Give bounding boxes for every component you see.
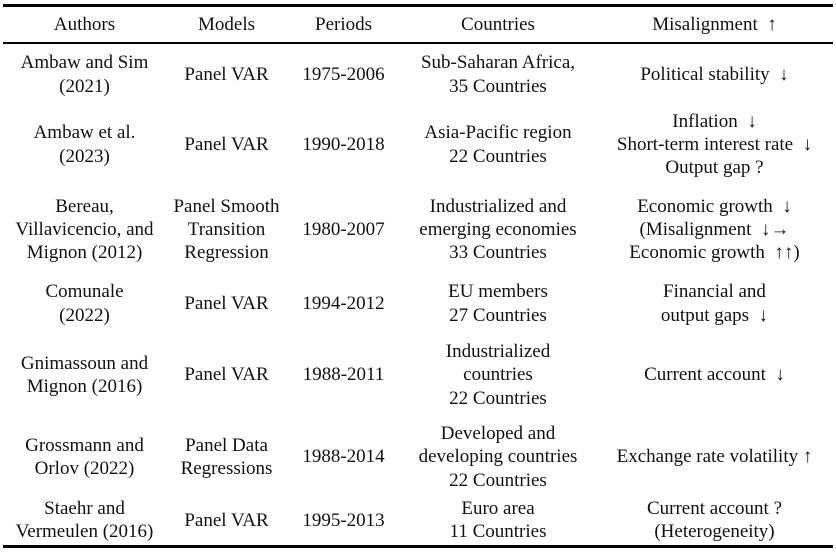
cell-countries: Euro area 11 Countries — [449, 498, 547, 543]
col-header-periods: Periods — [287, 5, 400, 44]
cell-authors: Bereau, Villavicencio, and Mignon (2012) — [15, 195, 154, 264]
literature-review-table: Authors Models Periods Countries Misalig… — [3, 4, 833, 548]
cell-models: Panel Data Regressions — [180, 434, 273, 479]
cell-authors: Gnimassoun and Mignon (2016) — [20, 352, 149, 397]
cell-misalignment: Financial and output gaps ↓ — [660, 281, 769, 326]
cell-authors: Ambaw and Sim (2021) — [20, 52, 149, 97]
cell-models: Panel VAR — [184, 509, 269, 531]
cell-periods: 1980-2007 — [302, 218, 385, 240]
cell-periods: 1975-2006 — [302, 63, 385, 85]
cell-authors: Staehr and Vermeulen (2016) — [15, 498, 154, 543]
cell-models: Panel VAR — [184, 364, 269, 386]
cell-periods: 1988-2014 — [302, 446, 385, 468]
cell-periods: 1988-2011 — [302, 364, 385, 386]
header-row: Authors Models Periods Countries Misalig… — [3, 5, 833, 44]
cell-authors: Comunale (2022) — [45, 281, 124, 326]
col-header-countries: Countries — [400, 5, 596, 44]
cell-models: Panel VAR — [184, 292, 269, 314]
cell-countries: Industrialized countries 22 Countries — [445, 341, 551, 409]
table-row: Gnimassoun and Mignon (2016) Panel VAR 1… — [3, 332, 833, 419]
cell-countries: Developed and developing countries 22 Co… — [418, 423, 578, 491]
cell-countries: Sub-Saharan Africa, 35 Countries — [420, 52, 576, 97]
cell-misalignment: Inflation ↓ Short-term interest rate ↓ O… — [616, 110, 813, 179]
cell-countries: Industrialized and emerging economies 33… — [419, 195, 577, 264]
cell-authors: Ambaw et al. (2023) — [33, 122, 136, 167]
cell-periods: 1995-2013 — [302, 509, 385, 531]
cell-periods: 1994-2012 — [302, 292, 385, 314]
cell-countries: Asia-Pacific region 22 Countries — [424, 122, 572, 167]
cell-misalignment: Exchange rate volatility ↑ — [616, 446, 813, 468]
table-row: Ambaw and Sim (2021) Panel VAR 1975-2006… — [3, 43, 833, 106]
cell-misalignment: Economic growth ↓ (Misalignment ↓→ Econo… — [629, 195, 800, 264]
table-row: Comunale (2022) Panel VAR 1994-2012 EU m… — [3, 276, 833, 332]
cell-misalignment: Current account ? (Heterogeneity) — [646, 498, 783, 543]
table-row: Ambaw et al. (2023) Panel VAR 1990-2018 … — [3, 106, 833, 184]
col-header-authors: Authors — [3, 5, 166, 44]
table-row: Staehr and Vermeulen (2016) Panel VAR 19… — [3, 496, 833, 547]
cell-models: Panel Smooth Transition Regression — [173, 195, 280, 264]
cell-models: Panel VAR — [184, 63, 269, 85]
cell-misalignment: Political stability ↓ — [640, 63, 789, 85]
cell-authors: Grossmann and Orlov (2022) — [25, 434, 144, 479]
cell-countries: EU members 27 Countries — [448, 281, 548, 326]
cell-models: Panel VAR — [184, 133, 269, 155]
cell-periods: 1990-2018 — [302, 133, 385, 155]
cell-misalignment: Current account ↓ — [644, 364, 785, 386]
table-row: Grossmann and Orlov (2022) Panel Data Re… — [3, 419, 833, 496]
col-header-models: Models — [166, 5, 287, 44]
table-row: Bereau, Villavicencio, and Mignon (2012)… — [3, 184, 833, 276]
col-header-misalignment: Misalignment ↑ — [596, 5, 833, 44]
